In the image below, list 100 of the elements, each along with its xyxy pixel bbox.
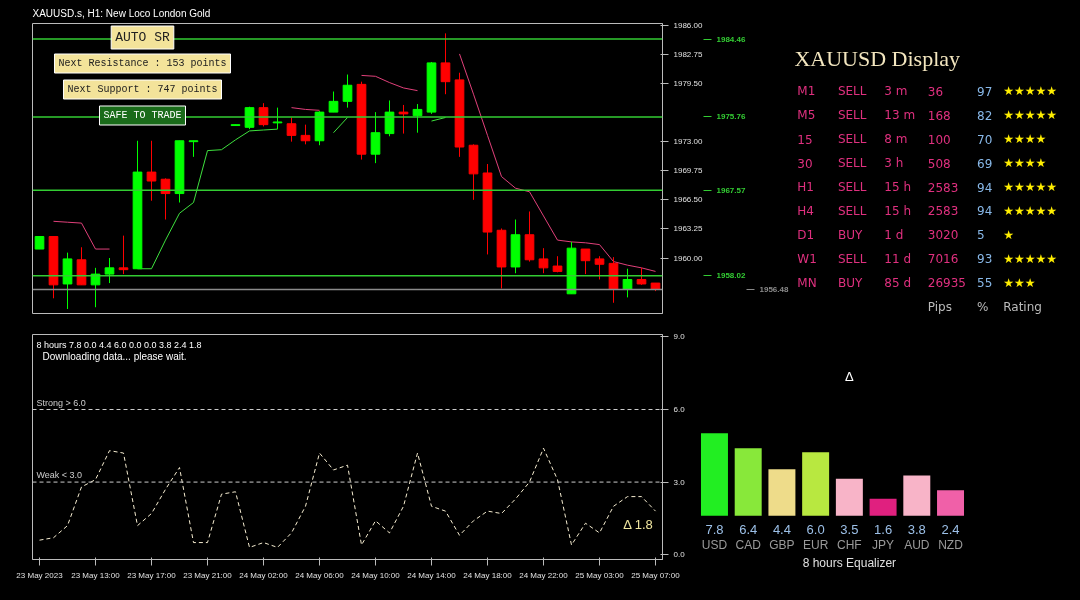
text: Δ <box>845 368 855 384</box>
text: 15 h <box>884 180 911 195</box>
x-tick-label: 24 May 02:00 <box>239 570 289 580</box>
x-tick-label: 24 May 14:00 <box>407 570 457 580</box>
chart-title: XAUUSD.s, H1: New Loco London Gold <box>32 7 211 19</box>
text: MN <box>797 275 817 290</box>
candlestick <box>146 140 157 202</box>
y-tick-label: 1966.50 <box>673 195 703 205</box>
text: M1 <box>797 84 816 99</box>
bar <box>903 475 931 516</box>
x-tick-label: JPY <box>872 537 895 552</box>
text: D1 <box>797 227 815 242</box>
text: 2583 <box>927 204 959 219</box>
annotation: Next Resistance : 153 points <box>58 58 227 69</box>
text: 11 d <box>884 251 911 266</box>
bar <box>869 498 897 516</box>
text: XAUUSD Display <box>794 46 961 72</box>
data-label: 3.8 <box>907 521 926 537</box>
bar <box>802 452 830 516</box>
candlestick <box>594 255 605 280</box>
ref-line-label: 1984.46 <box>716 34 746 44</box>
data-label: 6.4 <box>739 521 758 537</box>
x-tick-label: 23 May 13:00 <box>71 570 121 580</box>
text: 15 <box>797 132 813 147</box>
text: ★★★★ <box>1003 156 1047 171</box>
text: SELL <box>837 203 867 218</box>
candlestick <box>90 267 101 308</box>
x-tick-label: 24 May 10:00 <box>351 570 401 580</box>
text: 3 m <box>884 84 908 99</box>
x-tick-label: CAD <box>735 537 762 552</box>
y-tick-label: 1963.25 <box>673 224 703 234</box>
candlestick <box>286 116 297 143</box>
annotation: SAFE TO TRADE <box>103 110 182 121</box>
text: SELL <box>837 180 867 195</box>
text: 69 <box>977 156 993 171</box>
text: % <box>977 299 989 314</box>
text: BUY <box>837 275 863 290</box>
text: 3020 <box>927 228 959 243</box>
x-tick-label: USD <box>701 537 728 552</box>
data-label: 2.4 <box>941 521 960 537</box>
ref-line-label: 1956.48 <box>759 285 789 295</box>
text: Pips <box>927 299 952 314</box>
candlestick <box>272 107 283 130</box>
annotation: 8 hours 7.8 0.0 4.4 6.0 0.0 0.0 3.8 2.4 1.8 <box>36 339 202 350</box>
text: 30 <box>797 156 813 171</box>
text: H1 <box>797 180 814 195</box>
y-tick-label: 1986.00 <box>673 20 703 30</box>
text: 1 d <box>884 227 904 242</box>
ref-line-label: Weak < 3.0 <box>36 470 83 481</box>
text: Rating <box>1003 299 1042 314</box>
x-tick-label: NZD <box>938 537 964 552</box>
text: SELL <box>837 108 867 123</box>
bar <box>835 478 863 516</box>
text: ★★★★★ <box>1003 251 1057 266</box>
text: SELL <box>837 132 867 147</box>
text: SELL <box>837 156 867 171</box>
ref-line-label: Strong > 6.0 <box>36 397 86 408</box>
x-tick-label: 24 May 22:00 <box>519 570 569 580</box>
candlestick <box>412 103 423 134</box>
candlestick <box>118 235 129 275</box>
y-tick-label: 1973.00 <box>673 137 703 147</box>
y-tick-label: 1979.50 <box>673 78 703 88</box>
text: 5 <box>977 228 985 243</box>
text: 97 <box>977 84 993 99</box>
bar <box>734 448 762 516</box>
text: 100 <box>927 132 951 147</box>
x-tick-label: 25 May 07:00 <box>631 570 681 580</box>
text: ★★★★★ <box>1003 108 1057 123</box>
y-tick-label: 9.0 <box>673 332 686 342</box>
text: ★★★★★ <box>1003 84 1057 99</box>
text: 82 <box>977 108 993 123</box>
text: 13 m <box>884 108 916 123</box>
text: 8 m <box>884 132 908 147</box>
candlestick <box>370 111 381 164</box>
ref-line-label: 1967.57 <box>716 185 746 195</box>
data-label: 1.6 <box>874 521 893 537</box>
x-tick-label: 25 May 03:00 <box>575 570 625 580</box>
text: 15 h <box>884 203 911 218</box>
candlestick <box>342 74 353 109</box>
y-tick-label: 0.0 <box>673 550 686 560</box>
y-tick-label: 3.0 <box>673 477 686 487</box>
text: 36 <box>927 84 944 99</box>
candlestick <box>538 247 549 274</box>
text: W1 <box>797 251 817 266</box>
text: 8 hours Equalizer <box>802 555 897 570</box>
x-tick-label: AUD <box>904 537 930 552</box>
text: 85 d <box>884 275 911 290</box>
candlestick <box>580 248 591 275</box>
text: 508 <box>927 156 951 171</box>
candlestick <box>398 104 409 135</box>
text: 94 <box>977 180 993 195</box>
text: 93 <box>977 252 993 267</box>
text: ★★★★ <box>1003 132 1047 147</box>
text: M5 <box>797 108 816 123</box>
text: SELL <box>837 251 867 266</box>
data-label: 3.5 <box>840 521 859 537</box>
text: 94 <box>977 204 993 219</box>
x-tick-label: CHF <box>837 537 862 552</box>
text: ★★★★★ <box>1003 180 1057 195</box>
y-tick-label: 1982.75 <box>673 49 703 59</box>
